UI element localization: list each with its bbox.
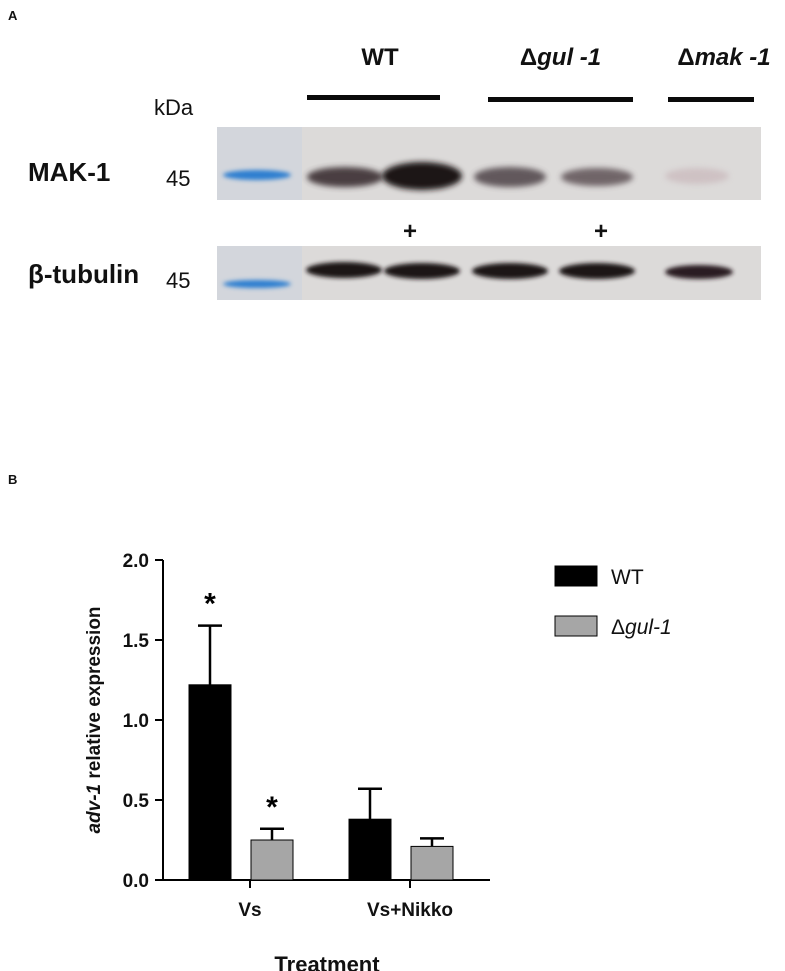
band-mak1-wt-1: [307, 167, 383, 187]
y-tick-label: 0.5: [123, 791, 150, 812]
x-tick-label: Vs+Nikko: [367, 900, 453, 921]
bar: [348, 818, 392, 881]
mw-marker-mak1: 45: [166, 166, 191, 191]
plus-mark-gul1: +: [594, 218, 609, 245]
kda-label: kDa: [154, 95, 194, 120]
tubulin-blot: [217, 246, 761, 300]
bar-chart: 0.0 0.5 1.0 1.5 2.0 Vs Vs+Nikko * * adv-1 relati…: [84, 551, 672, 971]
strain-bar-mak1: [668, 97, 754, 102]
bar: [188, 684, 232, 881]
mw-marker-tubulin: 45: [166, 268, 191, 293]
strain-bar-gul1: [488, 97, 633, 102]
band-mak1-mak1: [665, 168, 729, 184]
significance-asterisk: *: [266, 791, 278, 824]
ladder-band-tubulin: [223, 280, 291, 288]
legend-swatch: [554, 565, 598, 587]
strain-label-wt: WT: [361, 44, 399, 71]
x-axis-label: Treatment: [274, 952, 380, 971]
y-tick-label: 0.0: [123, 871, 149, 892]
legend-swatch: [554, 615, 598, 637]
legend-label: WT: [611, 566, 644, 589]
strain-label-mak1: Δmak -1: [677, 44, 771, 71]
bar: [250, 839, 294, 881]
band-mak1-gul1-2: [561, 168, 633, 186]
band-mak1-gul1-1: [474, 167, 546, 187]
row-label-tubulin: β-tubulin: [28, 259, 140, 289]
y-tick-label: 1.0: [123, 711, 149, 732]
mak1-blot: [217, 127, 761, 200]
panel-b-label: B: [8, 472, 18, 487]
significance-asterisk: *: [204, 588, 216, 621]
strain-bar-wt: [307, 95, 440, 100]
band-tubulin-wt-1: [306, 262, 382, 278]
row-label-mak1: MAK-1: [28, 157, 111, 187]
plus-mark-wt: +: [403, 218, 418, 245]
band-mak1-wt-2: [382, 162, 462, 190]
band-tubulin-wt-2: [384, 263, 460, 279]
ladder-band-mak1: [223, 170, 291, 180]
band-tubulin-gul1-2: [559, 263, 635, 279]
y-tick-label: 1.5: [123, 631, 150, 652]
y-tick-label: 2.0: [123, 551, 149, 572]
x-tick-label: Vs: [238, 900, 261, 921]
bar: [410, 845, 454, 881]
band-tubulin-gul1-1: [472, 263, 548, 279]
band-tubulin-mak1: [665, 265, 733, 279]
legend-label: Δgul-1: [611, 616, 672, 639]
panel-a-label: A: [8, 8, 18, 23]
y-axis-label: adv-1 relative expression: [84, 606, 105, 833]
strain-label-gul1: Δgul -1: [519, 44, 602, 71]
